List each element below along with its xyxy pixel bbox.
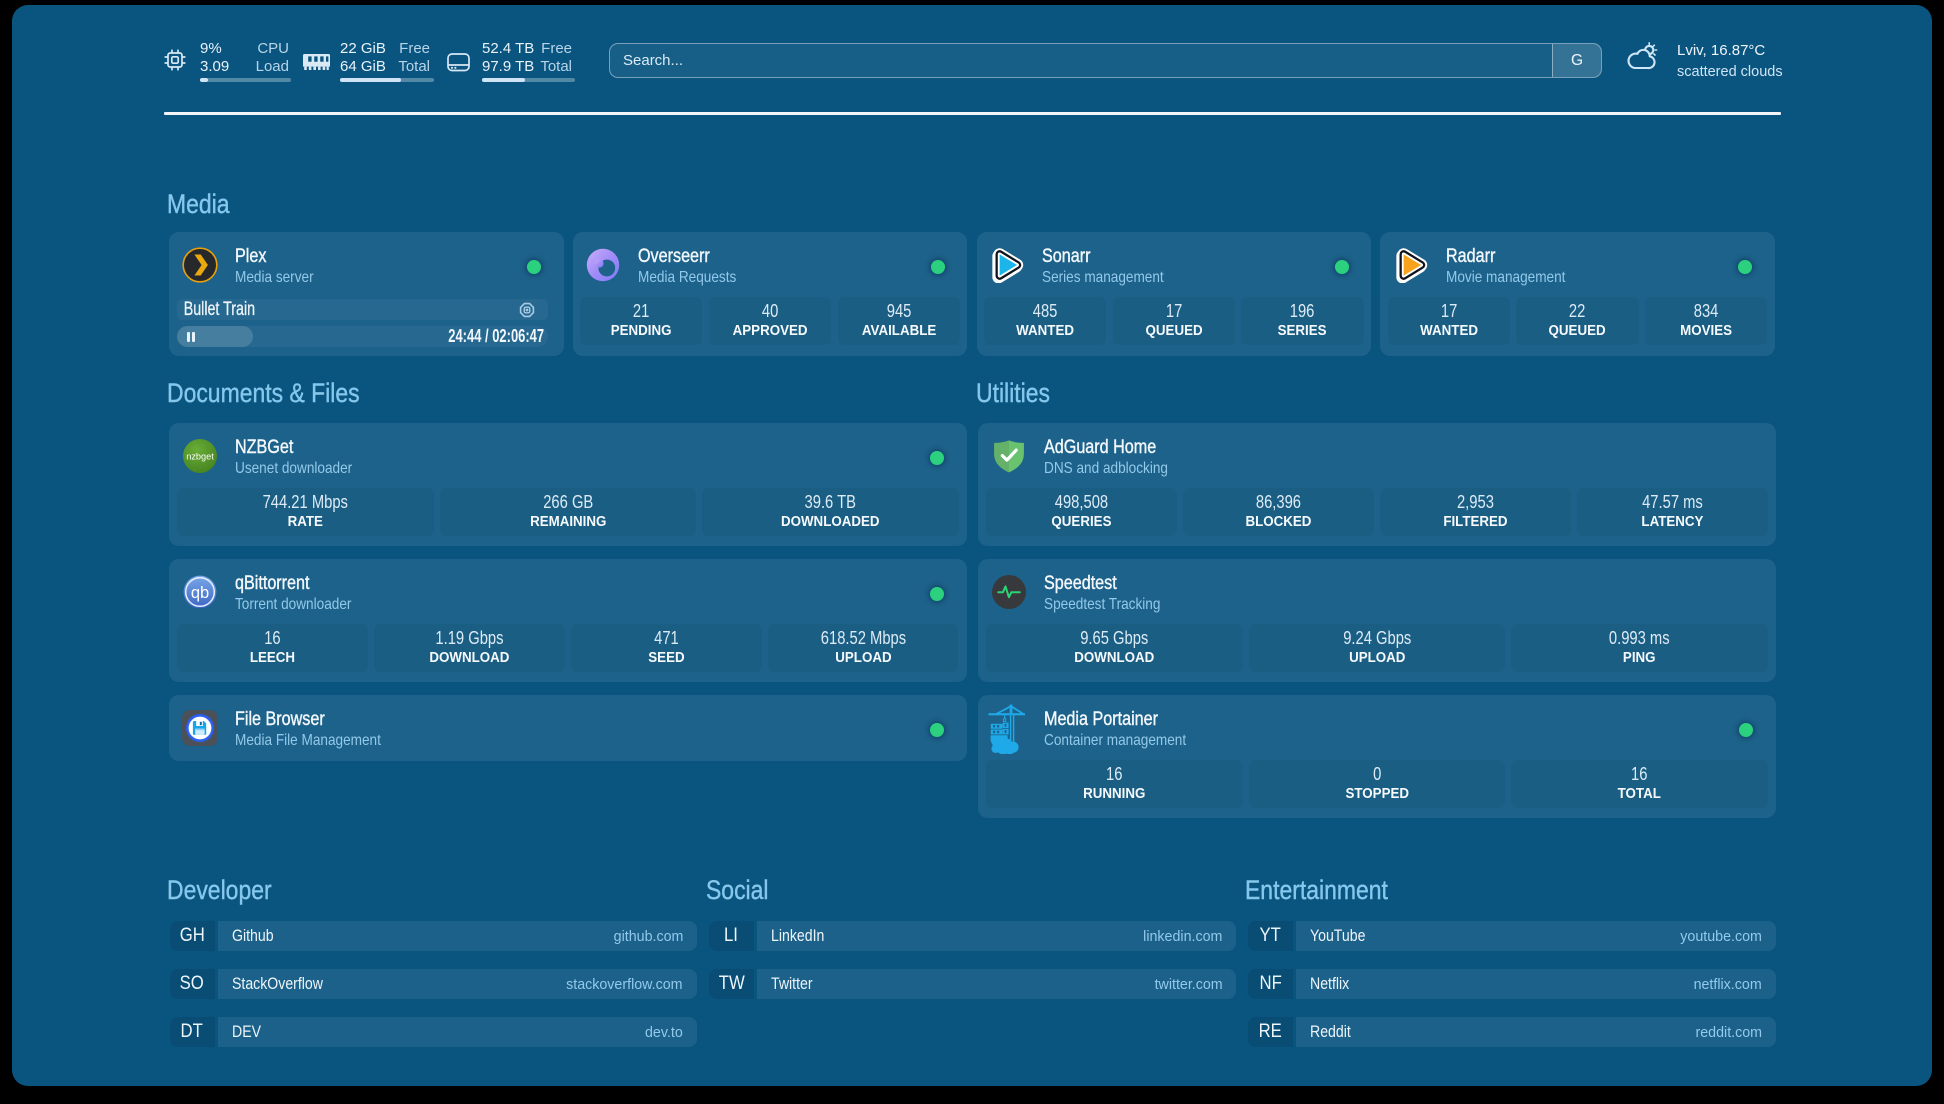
svg-text:qb: qb xyxy=(190,584,208,602)
svg-text:nzbget: nzbget xyxy=(186,452,214,462)
